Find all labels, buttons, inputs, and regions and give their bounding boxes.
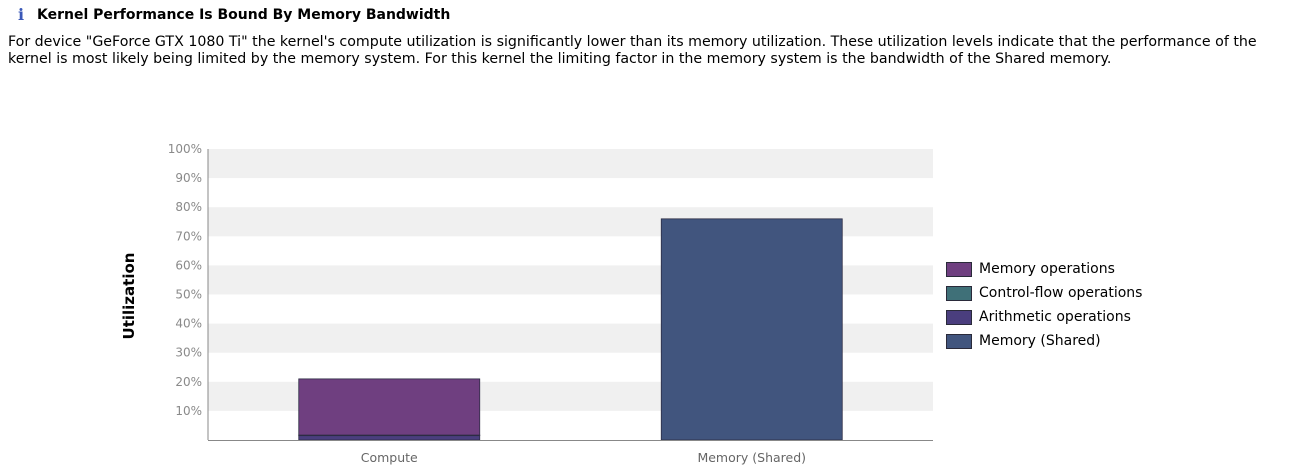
y-tick-label: 90%	[175, 171, 202, 185]
bar-memory-shared-	[660, 218, 843, 441]
y-tick-label: 80%	[175, 200, 202, 214]
legend: Memory operations Control-flow operation…	[946, 257, 1142, 353]
y-axis-label: Utilization	[120, 253, 138, 340]
legend-item: Arithmetic operations	[946, 305, 1142, 329]
section-header: i Kernel Performance Is Bound By Memory …	[14, 5, 450, 24]
y-tick-label: 70%	[175, 229, 202, 243]
y-tick-label: 20%	[175, 375, 202, 389]
legend-swatch	[946, 309, 972, 325]
info-icon: i	[17, 5, 25, 24]
x-tick-label: Compute	[361, 450, 418, 465]
y-tick-label: 60%	[175, 258, 202, 272]
legend-label: Arithmetic operations	[979, 309, 1131, 325]
section-title: Kernel Performance Is Bound By Memory Ba…	[37, 6, 451, 23]
legend-item: Memory operations	[946, 257, 1142, 281]
y-tick-label: 40%	[175, 317, 202, 331]
legend-item: Memory (Shared)	[946, 329, 1142, 353]
bar-memory-operations	[298, 378, 481, 436]
y-tick-label: 50%	[175, 288, 202, 302]
x-tick-labels: Compute Memory (Shared)	[361, 450, 806, 465]
section-description: For device "GeForce GTX 1080 Ti" the ker…	[8, 34, 1257, 67]
y-tick-label: 10%	[175, 404, 202, 418]
x-tick-label: Memory (Shared)	[697, 450, 806, 465]
bars	[298, 218, 843, 441]
grid-band	[208, 149, 933, 179]
legend-swatch	[946, 285, 972, 301]
legend-label: Memory (Shared)	[979, 333, 1101, 349]
legend-swatch	[946, 333, 972, 349]
legend-item: Control-flow operations	[946, 281, 1142, 305]
legend-label: Memory operations	[979, 261, 1115, 277]
legend-label: Control-flow operations	[979, 285, 1143, 301]
axes	[207, 149, 933, 441]
bar-arithmetic-operations	[298, 435, 481, 441]
y-tick-label: 30%	[175, 346, 202, 360]
y-tick-labels: 10% 20% 30% 40% 50% 60% 70% 80% 90% 100%	[168, 142, 202, 418]
y-tick-label: 100%	[168, 142, 202, 156]
legend-swatch	[946, 261, 972, 277]
